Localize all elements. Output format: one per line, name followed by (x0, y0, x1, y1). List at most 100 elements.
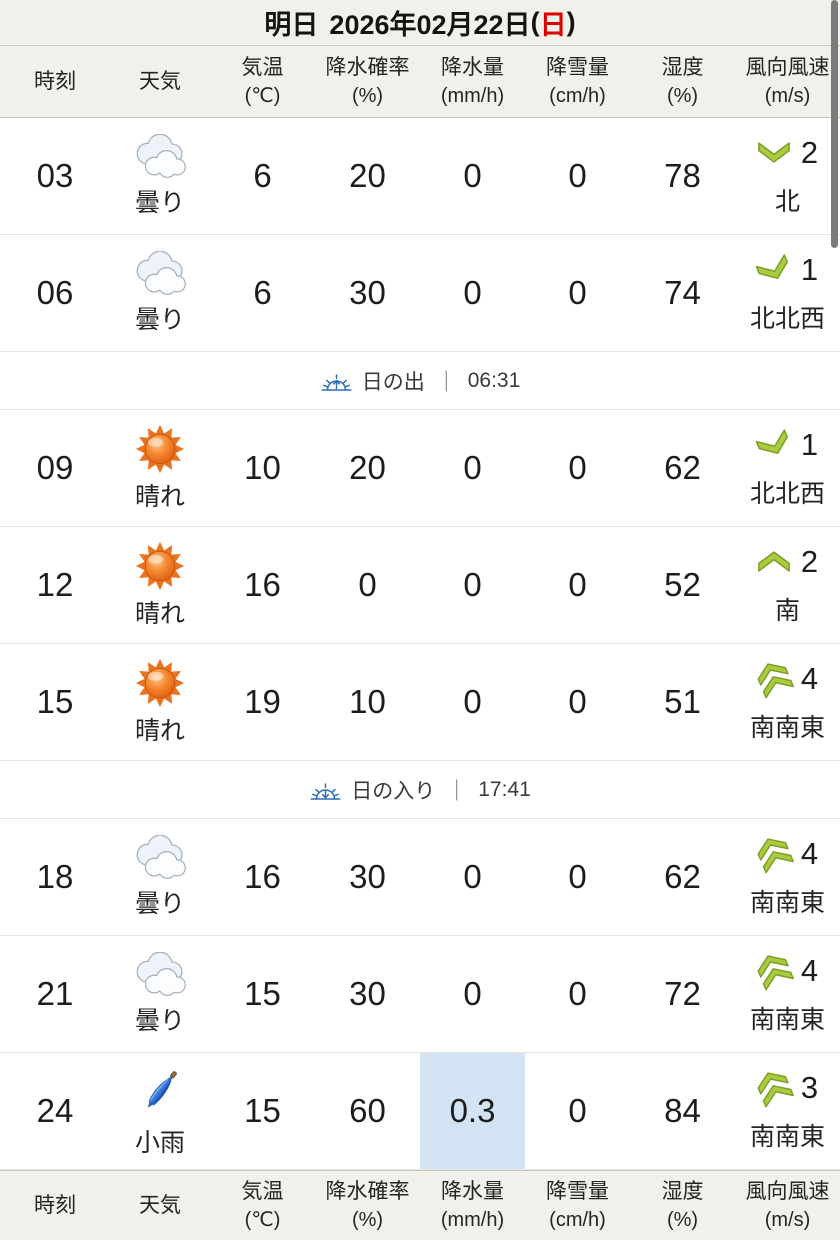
sun-event-time: 06:31 (467, 368, 521, 392)
precip-amount-cell: 0.3 (420, 1053, 525, 1169)
column-header-humidity: 湿度 (%) (630, 1171, 735, 1240)
light-rain-icon (134, 1064, 186, 1120)
precip-amount-value: 0 (463, 449, 482, 486)
column-header-line2: (%) (351, 84, 384, 107)
precip-probability-cell: 60 (315, 1053, 420, 1169)
temperature-value: 6 (253, 274, 272, 311)
column-header-line1: 降水確率 (325, 1179, 410, 1203)
table-footer-row: 時刻 天気 気温 (℃) 降水確率 (%) 降水量 (mm/h) 降雪量 (cm… (0, 1170, 840, 1240)
column-header-line1: 時刻 (34, 69, 76, 93)
time-value: 06 (36, 274, 74, 311)
weather-cell: 曇り (110, 819, 210, 935)
humidity-cell: 51 (630, 644, 735, 760)
snow-amount-cell: 0 (525, 527, 630, 643)
forecast-row: 15 晴れ 19 10 0 0 51 (0, 644, 840, 761)
temperature-cell: 10 (210, 410, 315, 526)
column-header-line2: (%) (666, 1208, 699, 1231)
wind-speed-group: 4 (757, 661, 818, 699)
wind-cell: 1 北北西 (735, 410, 840, 526)
snow-amount-cell: 0 (525, 235, 630, 351)
column-header-temp: 気温 (℃) (210, 1171, 315, 1240)
humidity-cell: 62 (630, 410, 735, 526)
forecast-rows: 03 曇り 6 20 0 (0, 118, 840, 1170)
sunny-icon (135, 541, 185, 591)
column-header-line1: 時刻 (34, 1193, 76, 1217)
wind-chevron-double-icon (751, 1065, 796, 1110)
scrollbar-thumb[interactable] (831, 0, 838, 248)
temperature-value: 19 (244, 683, 281, 720)
wind-chevron-double-icon (751, 656, 796, 701)
sun-event-separator: ｜ (435, 370, 457, 394)
forecast-row: 12 晴れ 16 0 0 0 52 (0, 527, 840, 644)
time-value: 15 (36, 683, 74, 720)
temperature-cell: 16 (210, 819, 315, 935)
snow-amount-value: 0 (568, 858, 587, 895)
precip-amount-value: 0 (463, 858, 482, 895)
snow-amount-cell: 0 (525, 1053, 630, 1169)
column-header-wind: 風向風速 (m/s) (735, 46, 840, 117)
wind-speed-value: 2 (800, 543, 819, 579)
temperature-cell: 6 (210, 118, 315, 234)
temperature-cell: 19 (210, 644, 315, 760)
weather-cell: 晴れ (110, 410, 210, 526)
precip-probability-value: 30 (349, 975, 386, 1012)
precip-probability-value: 20 (349, 449, 386, 486)
title-paren-close: ) (566, 7, 576, 37)
wind-direction-label: 南南東 (749, 713, 825, 742)
humidity-value: 52 (664, 566, 701, 603)
precip-amount-cell: 0 (420, 235, 525, 351)
wind-direction-label: 南南東 (749, 1005, 825, 1034)
weather-cell: 曇り (110, 936, 210, 1052)
weather-cell: 小雨 (110, 1053, 210, 1169)
cloudy-icon (131, 951, 189, 998)
column-header-line2: (m/s) (764, 1208, 811, 1231)
temperature-value: 16 (244, 858, 281, 895)
precip-probability-cell: 10 (315, 644, 420, 760)
wind-speed-group: 4 (757, 953, 818, 991)
precip-amount-cell: 0 (420, 527, 525, 643)
wind-cell: 4 南南東 (735, 644, 840, 760)
wind-cell: 4 南南東 (735, 936, 840, 1052)
column-header-line2: (cm/h) (549, 84, 606, 107)
humidity-cell: 78 (630, 118, 735, 234)
weather-cell: 曇り (110, 118, 210, 234)
column-header-line1: 降雪量 (546, 55, 609, 79)
humidity-cell: 72 (630, 936, 735, 1052)
column-header-line2: (mm/h) (440, 1208, 505, 1231)
time-cell: 15 (0, 644, 110, 760)
precip-probability-value: 30 (349, 274, 386, 311)
weather-cell: 晴れ (110, 644, 210, 760)
humidity-cell: 84 (630, 1053, 735, 1169)
sun-event-separator: ｜ (446, 779, 468, 803)
cloudy-icon (131, 250, 189, 297)
time-value: 18 (36, 858, 74, 895)
time-value: 21 (36, 975, 74, 1012)
snow-amount-value: 0 (568, 1092, 587, 1129)
weather-label: 曇り (134, 305, 185, 334)
sunny-icon (135, 424, 185, 474)
humidity-value: 51 (664, 683, 701, 720)
column-header-line1: 降雪量 (546, 1179, 609, 1203)
time-cell: 12 (0, 527, 110, 643)
wind-speed-group: 1 (755, 427, 818, 463)
precip-amount-value: 0 (463, 683, 482, 720)
snow-amount-value: 0 (568, 566, 587, 603)
sun-event-label: 日の出 (361, 370, 425, 394)
weather-label: 晴れ (134, 599, 185, 628)
wind-chevron-single-icon (757, 140, 791, 165)
weather-label: 小雨 (134, 1128, 185, 1157)
forecast-row: 09 晴れ 10 20 0 0 62 (0, 410, 840, 527)
column-header-time: 時刻 (0, 46, 110, 117)
precip-probability-cell: 30 (315, 235, 420, 351)
weather-label: 晴れ (134, 482, 185, 511)
time-cell: 21 (0, 936, 110, 1052)
snow-amount-cell: 0 (525, 819, 630, 935)
wind-cell: 1 北北西 (735, 235, 840, 351)
wind-speed-group: 3 (757, 1070, 818, 1108)
time-cell: 18 (0, 819, 110, 935)
sun-event-label: 日の入り (351, 779, 436, 803)
precip-probability-cell: 0 (315, 527, 420, 643)
cloudy-icon (131, 133, 189, 180)
snow-amount-cell: 0 (525, 118, 630, 234)
